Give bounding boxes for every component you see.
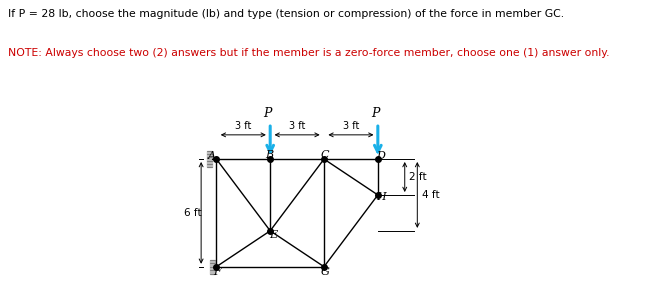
Text: 6 ft: 6 ft — [184, 208, 202, 218]
Text: A: A — [208, 151, 215, 161]
Text: E: E — [269, 230, 277, 240]
Bar — [206, 151, 212, 167]
Text: F: F — [214, 267, 221, 277]
Text: If P = 28 lb, choose the magnitude (lb) and type (tension or compression) of the: If P = 28 lb, choose the magnitude (lb) … — [8, 9, 564, 19]
Text: H: H — [376, 192, 386, 202]
Text: G: G — [321, 267, 329, 277]
Text: 3 ft: 3 ft — [343, 121, 359, 131]
Text: 2 ft: 2 ft — [409, 172, 427, 182]
Text: 3 ft: 3 ft — [289, 121, 306, 131]
Text: NOTE: Always choose two (2) answers but if the member is a zero-force member, ch: NOTE: Always choose two (2) answers but … — [8, 48, 610, 58]
Bar — [210, 260, 215, 274]
Text: P: P — [371, 108, 379, 120]
Text: 4 ft: 4 ft — [422, 190, 440, 200]
Text: B: B — [265, 150, 273, 160]
Text: D: D — [376, 151, 386, 161]
Text: C: C — [321, 150, 329, 160]
Text: 3 ft: 3 ft — [235, 121, 252, 131]
Text: P: P — [263, 108, 272, 120]
